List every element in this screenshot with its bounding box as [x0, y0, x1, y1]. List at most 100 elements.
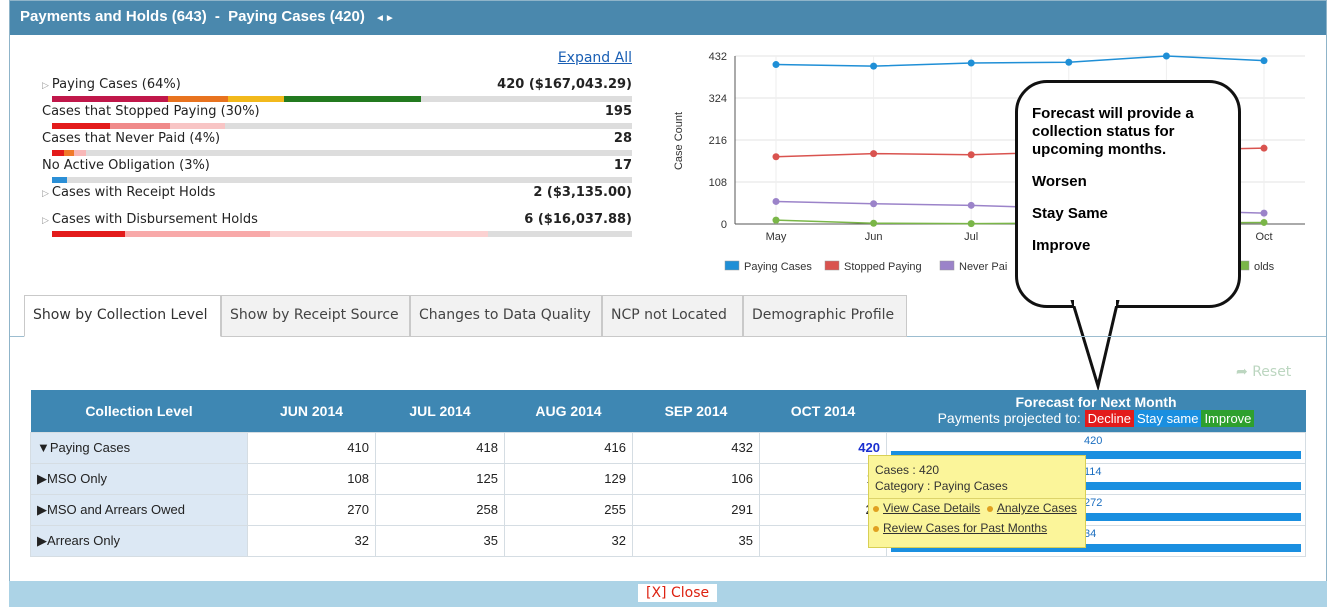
y-tick-label: 216	[709, 135, 727, 147]
cell-value[interactable]: 255	[504, 493, 633, 526]
summary-bar	[52, 96, 632, 102]
cell-value[interactable]: 432	[632, 431, 760, 464]
data-point	[1065, 58, 1073, 66]
cell-value[interactable]: 418	[375, 431, 505, 464]
y-axis-label: Case Count	[673, 112, 685, 170]
cell-value[interactable]: 270	[247, 493, 376, 526]
legend-label: Stopped Paying	[844, 261, 922, 273]
header-month[interactable]: AUG 2014	[504, 390, 633, 432]
x-tick-label: Oct	[1255, 231, 1272, 243]
expand-triangle-icon[interactable]: ▷	[42, 81, 49, 91]
data-point	[772, 197, 780, 205]
data-point	[772, 216, 780, 224]
y-tick-label: 432	[709, 51, 727, 63]
tab-collection-level[interactable]: Show by Collection Level	[24, 295, 221, 337]
summary-label: ▷ Cases with Receipt Holds	[42, 185, 216, 200]
summary-bar	[52, 231, 632, 237]
improve-badge: Improve	[1201, 410, 1255, 428]
header-forecast: Forecast for Next Month Payments project…	[886, 390, 1306, 432]
table-row[interactable]: ▶MSO Only 108 125 129 106 11 114	[30, 462, 1306, 495]
tooltip-category: Category : Paying Cases	[875, 479, 1008, 493]
summary-row-never-paid[interactable]: Cases that Never Paid (4%) 28	[42, 131, 632, 156]
summary-label: No Active Obligation (3%)	[42, 158, 210, 173]
forecast-value: 420	[1084, 434, 1103, 447]
tooltip-info: Cases : 420 Category : Paying Cases	[869, 456, 1085, 499]
cell-value[interactable]: 106	[632, 462, 760, 495]
expand-all-link[interactable]: Expand All	[557, 50, 632, 66]
cell-value[interactable]: 125	[375, 462, 505, 495]
cell-value[interactable]: 32	[504, 524, 633, 557]
summary-bar	[52, 177, 632, 183]
cell-value[interactable]: 291	[632, 493, 760, 526]
data-point	[772, 61, 780, 69]
expand-triangle-icon[interactable]: ▷	[42, 189, 49, 199]
header-month[interactable]: JUL 2014	[375, 390, 505, 432]
summary-row-paying[interactable]: ▷ Paying Cases (64%) 420 ($167,043.29)	[42, 77, 632, 102]
summary-row-stopped[interactable]: Cases that Stopped Paying (30%) 195	[42, 104, 632, 129]
data-point	[1162, 52, 1170, 60]
tab-demographic-profile[interactable]: Demographic Profile	[743, 295, 907, 337]
data-point	[772, 153, 780, 161]
bullet-icon	[873, 526, 879, 532]
close-button[interactable]: [X] Close	[638, 584, 718, 602]
cell-value[interactable]: 416	[504, 431, 633, 464]
cell-value[interactable]: 108	[247, 462, 376, 495]
tab-ncp-not-located[interactable]: NCP not Located	[602, 295, 743, 337]
data-point	[870, 150, 878, 158]
cell-value[interactable]: 32	[247, 524, 376, 557]
row-level[interactable]: ▶Arrears Only	[30, 524, 248, 557]
analyze-cases-link[interactable]: Analyze Cases	[996, 501, 1077, 515]
data-point	[967, 59, 975, 67]
summary-row-no-obligation[interactable]: No Active Obligation (3%) 17	[42, 158, 632, 183]
cell-value[interactable]: 410	[247, 431, 376, 464]
summary-row-receipt-holds[interactable]: ▷ Cases with Receipt Holds 2 ($3,135.00)	[42, 185, 632, 209]
row-level[interactable]: ▶MSO Only	[30, 462, 248, 495]
summary-value: 195	[604, 104, 632, 119]
header-month[interactable]: OCT 2014	[759, 390, 887, 432]
row-level[interactable]: ▶MSO and Arrears Owed	[30, 493, 248, 526]
data-point	[967, 151, 975, 159]
tab-data-quality[interactable]: Changes to Data Quality	[410, 295, 602, 337]
bullet-icon	[986, 506, 993, 512]
y-tick-label: 108	[709, 177, 727, 189]
table-row[interactable]: ▶Arrears Only 32 35 32 35 3 34	[30, 524, 1306, 557]
forecast-bar	[891, 543, 1301, 552]
tooltip-links: View Case Details Analyze Cases Review C…	[869, 499, 1085, 537]
data-point	[1260, 209, 1268, 217]
summary-row-disbursement-holds[interactable]: ▷ Cases with Disbursement Holds 6 ($16,03…	[42, 212, 632, 237]
summary-label: ▷ Cases with Disbursement Holds	[42, 212, 258, 227]
view-case-details-link[interactable]: View Case Details	[883, 501, 981, 515]
cell-value[interactable]: 129	[504, 462, 633, 495]
row-level[interactable]: ▼Paying Cases	[30, 431, 248, 464]
forecast-bar	[891, 512, 1301, 521]
table-header: Collection Level JUN 2014 JUL 2014 AUG 2…	[30, 390, 1306, 432]
summary-bar	[52, 150, 632, 156]
reset-button[interactable]: ➦ Reset	[1236, 364, 1292, 380]
title-bar: Payments and Holds (643) - Paying Cases …	[10, 1, 1326, 35]
header-month[interactable]: JUN 2014	[247, 390, 376, 432]
series-line	[775, 55, 1265, 67]
nav-arrows-icon[interactable]: ◄►	[375, 13, 395, 24]
summary-label: Cases that Never Paid (4%)	[42, 131, 221, 146]
legend-label: Never Pai	[959, 261, 1007, 273]
reset-arrow-icon: ➦	[1236, 364, 1253, 380]
table-row[interactable]: ▶MSO and Arrears Owed 270 258 255 291 27…	[30, 493, 1306, 526]
callout-pointer	[1070, 300, 1120, 390]
summary-value: 28	[613, 131, 632, 146]
cell-value[interactable]: 35	[375, 524, 505, 557]
forecast-subtitle: Payments projected to: Decline Stay same I…	[887, 410, 1306, 428]
expand-triangle-icon[interactable]: ▷	[42, 216, 49, 226]
cell-tooltip: Cases : 420 Category : Paying Cases View…	[868, 455, 1086, 548]
summary-label: ▷ Paying Cases (64%)	[42, 77, 181, 92]
data-point	[967, 220, 975, 228]
cell-value[interactable]: 35	[632, 524, 760, 557]
review-past-months-link[interactable]: Review Cases for Past Months	[883, 521, 1048, 535]
tab-receipt-source[interactable]: Show by Receipt Source	[221, 295, 410, 337]
forecast-callout: Forecast will provide a collection statu…	[1015, 80, 1241, 308]
table-row[interactable]: ▼Paying Cases 410 418 416 432 420 420	[30, 431, 1306, 464]
cell-value[interactable]: 258	[375, 493, 505, 526]
header-collection-level[interactable]: Collection Level	[30, 390, 248, 432]
title-sub: Paying Cases (420)	[228, 8, 365, 25]
data-point	[1260, 57, 1268, 65]
header-month[interactable]: SEP 2014	[632, 390, 760, 432]
